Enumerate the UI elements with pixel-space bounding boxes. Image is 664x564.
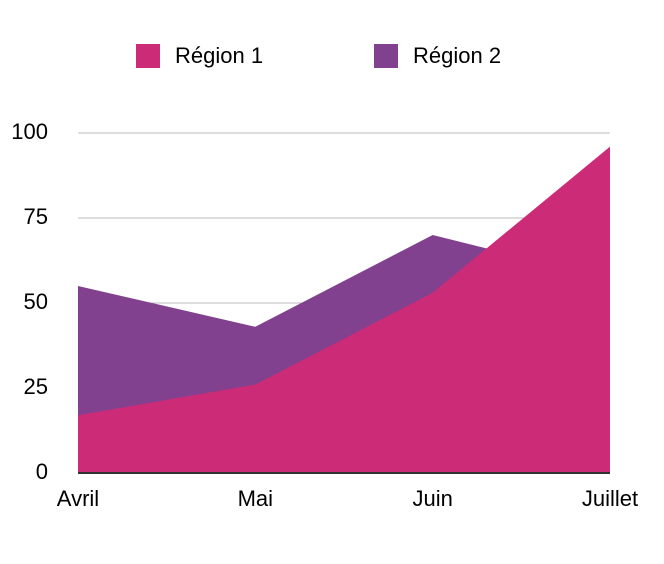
y-tick-label: 0 [36,459,48,484]
y-tick-label: 75 [24,204,48,229]
legend-swatch [136,44,160,68]
y-tick-label: 50 [24,289,48,314]
legend-label: Région 1 [175,43,263,68]
x-tick-label: Avril [57,486,99,511]
legend-swatch [374,44,398,68]
x-tick-label: Juillet [582,486,638,511]
y-tick-label: 100 [11,119,48,144]
legend-label: Région 2 [413,43,501,68]
x-tick-label: Juin [412,486,452,511]
x-tick-label: Mai [238,486,273,511]
area [78,146,610,473]
y-tick-label: 25 [24,374,48,399]
